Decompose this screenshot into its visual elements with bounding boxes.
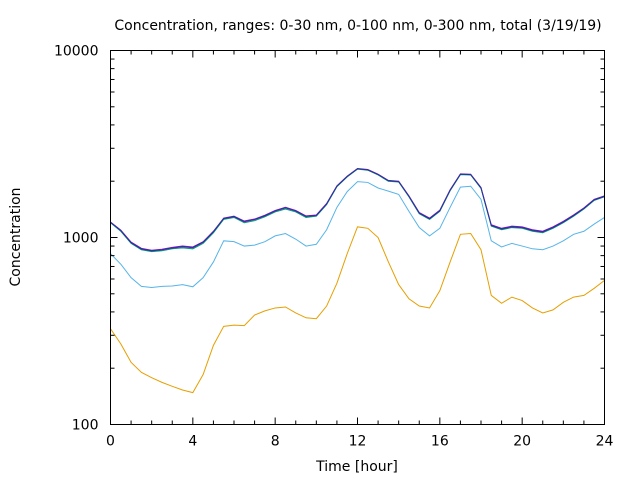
x-tick-label: 16 — [431, 434, 449, 450]
y-tick-label: 100 — [72, 418, 99, 434]
x-tick-label: 4 — [188, 434, 197, 450]
series-line-2 — [110, 181, 605, 289]
chart-title: Concentration, ranges: 0-30 nm, 0-100 nm… — [114, 18, 601, 34]
x-tick-label: 0 — [106, 434, 115, 450]
y-tick-label: 10000 — [54, 44, 99, 60]
x-axis: 0 4 8 12 16 20 24 — [106, 50, 614, 450]
y-axis-label: Concentration — [8, 187, 24, 286]
series-layer — [110, 167, 605, 394]
x-tick-label: 8 — [271, 434, 280, 450]
y-axis: 100 1000 10000 — [54, 44, 605, 434]
x-tick-label: 24 — [596, 434, 614, 450]
series-line-5 — [110, 168, 605, 252]
y-tick-label: 1000 — [63, 231, 99, 247]
series-line-1 — [110, 226, 605, 394]
x-tick-label: 20 — [513, 434, 531, 450]
series-line-4 — [110, 167, 605, 251]
plot-frame — [110, 50, 605, 425]
x-tick-label: 12 — [349, 434, 367, 450]
x-axis-label: Time [hour] — [315, 459, 398, 475]
